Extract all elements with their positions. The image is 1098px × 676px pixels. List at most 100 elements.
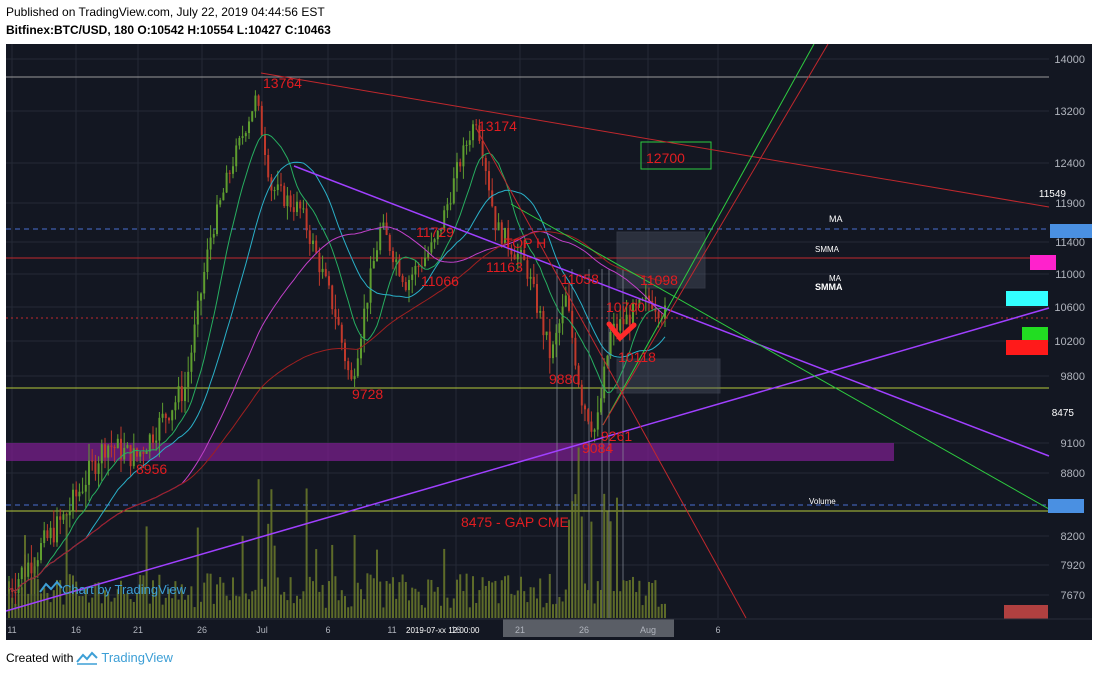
- volume-bar: [62, 604, 65, 618]
- badge-volume-red: [1004, 605, 1048, 619]
- candle-body: [376, 250, 378, 262]
- volume-bar: [382, 607, 385, 618]
- x-axis-tick-label: 26: [197, 625, 207, 635]
- volume-bar: [644, 595, 647, 618]
- candle-body: [132, 448, 135, 467]
- volume-bar: [440, 605, 442, 618]
- volume-bar: [385, 581, 388, 618]
- volume-bar: [72, 575, 74, 618]
- x-axis-tick-label: 11: [7, 625, 16, 635]
- candle-body: [302, 208, 305, 210]
- candle-body: [619, 319, 622, 331]
- volume-bar: [113, 597, 116, 618]
- volume-bar: [177, 599, 180, 618]
- volume-bar: [603, 493, 606, 618]
- candle-body: [62, 514, 65, 520]
- candle-body: [657, 311, 660, 319]
- indicator-label-ma: MA: [829, 214, 843, 224]
- badge-blue-bottom: [1048, 499, 1084, 513]
- volume-bar: [68, 574, 71, 618]
- volume-bar: [193, 607, 196, 618]
- volume-bar: [244, 593, 247, 618]
- candle-body: [360, 338, 362, 359]
- annotation-label: 11098: [640, 272, 678, 288]
- candle-body: [609, 331, 612, 356]
- chart-svg[interactable]: 13764 13174 12700 11729 TOP H 11066 11163 11058…: [6, 44, 1092, 640]
- candle-body: [238, 137, 241, 146]
- candle-body: [603, 366, 606, 399]
- volume-bar: [139, 574, 142, 618]
- candle-body: [388, 234, 391, 252]
- candle-body: [228, 172, 231, 174]
- candle-body: [497, 222, 500, 231]
- volume-bar: [372, 578, 375, 618]
- volume-bar: [414, 588, 417, 618]
- red-check-icon: [606, 321, 637, 342]
- volume-bar: [526, 602, 529, 618]
- volume-bar: [436, 587, 439, 618]
- volume-bar: [625, 580, 628, 618]
- volume-bar: [155, 591, 158, 618]
- volume-bar: [225, 595, 228, 618]
- volume-bar: [299, 598, 302, 618]
- volume-bar: [43, 587, 46, 618]
- trend-line-green-up: [602, 44, 815, 426]
- target-box-12700: [640, 141, 712, 170]
- volume-bar: [584, 583, 586, 618]
- chart-area[interactable]: 13764 13174 12700 11729 TOP H 11066 11163 11058…: [6, 44, 1092, 640]
- candle-body: [200, 293, 202, 301]
- footer-created-with: Created with: [6, 650, 74, 665]
- volume-bar: [520, 576, 522, 618]
- volume-bar: [539, 578, 542, 618]
- y-axis-tick-label: 13200: [1054, 106, 1085, 118]
- candle-body: [350, 370, 353, 380]
- badge-green: [1022, 327, 1048, 342]
- volume-bar: [516, 590, 519, 618]
- candle-body: [625, 314, 628, 325]
- badge-red: [1006, 340, 1048, 355]
- candle-body: [129, 445, 132, 467]
- candle-body: [241, 136, 244, 138]
- x-axis-tick-label: 11: [387, 625, 396, 635]
- candle-body: [411, 274, 414, 281]
- volume-bar: [443, 548, 446, 618]
- price-label-8475: 8475: [1052, 408, 1075, 419]
- volume-bar: [283, 591, 286, 618]
- candle-body: [40, 543, 42, 561]
- candle-body: [280, 184, 282, 186]
- footer-brand[interactable]: TradingView: [101, 650, 173, 665]
- volume-bar: [161, 604, 164, 618]
- volume-bar: [158, 574, 161, 618]
- candle-body: [558, 323, 561, 333]
- volume-bar: [308, 576, 311, 618]
- trend-line-purple-down: [293, 165, 1050, 457]
- volume-bar: [545, 602, 548, 618]
- volume-bar: [280, 594, 282, 618]
- candle-body: [100, 444, 103, 464]
- volume-bar: [580, 516, 583, 618]
- candle-body: [430, 242, 433, 253]
- candles-group: [8, 90, 666, 611]
- candle-body: [251, 111, 254, 122]
- volume-bar: [568, 519, 570, 618]
- annotation-label: 11066: [421, 273, 459, 289]
- volume-bar: [542, 607, 545, 618]
- candle-body: [555, 332, 558, 345]
- y-axis-tick-label: 14000: [1054, 54, 1085, 66]
- tradingview-watermark-icon: [39, 580, 63, 593]
- candle-body: [104, 444, 106, 458]
- volume-bar: [465, 573, 468, 618]
- volume-bar: [462, 591, 465, 618]
- candle-body: [449, 203, 452, 205]
- volume-bar: [555, 603, 558, 618]
- candle-body: [168, 418, 170, 421]
- candle-body: [651, 301, 654, 309]
- candle-body: [52, 527, 55, 543]
- candle-body: [356, 358, 359, 377]
- candle-body: [235, 145, 238, 167]
- volume-bar: [180, 584, 183, 618]
- candle-body: [443, 210, 446, 230]
- candle-body: [462, 145, 465, 167]
- candle-body: [475, 124, 478, 126]
- candle-body: [260, 105, 263, 136]
